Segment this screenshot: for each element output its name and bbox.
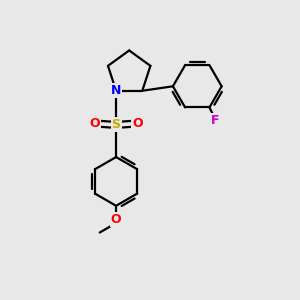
Text: O: O xyxy=(111,213,122,226)
Text: F: F xyxy=(211,114,220,127)
Text: S: S xyxy=(112,118,121,131)
Text: O: O xyxy=(89,117,100,130)
Text: O: O xyxy=(132,117,143,130)
Text: N: N xyxy=(111,84,121,97)
